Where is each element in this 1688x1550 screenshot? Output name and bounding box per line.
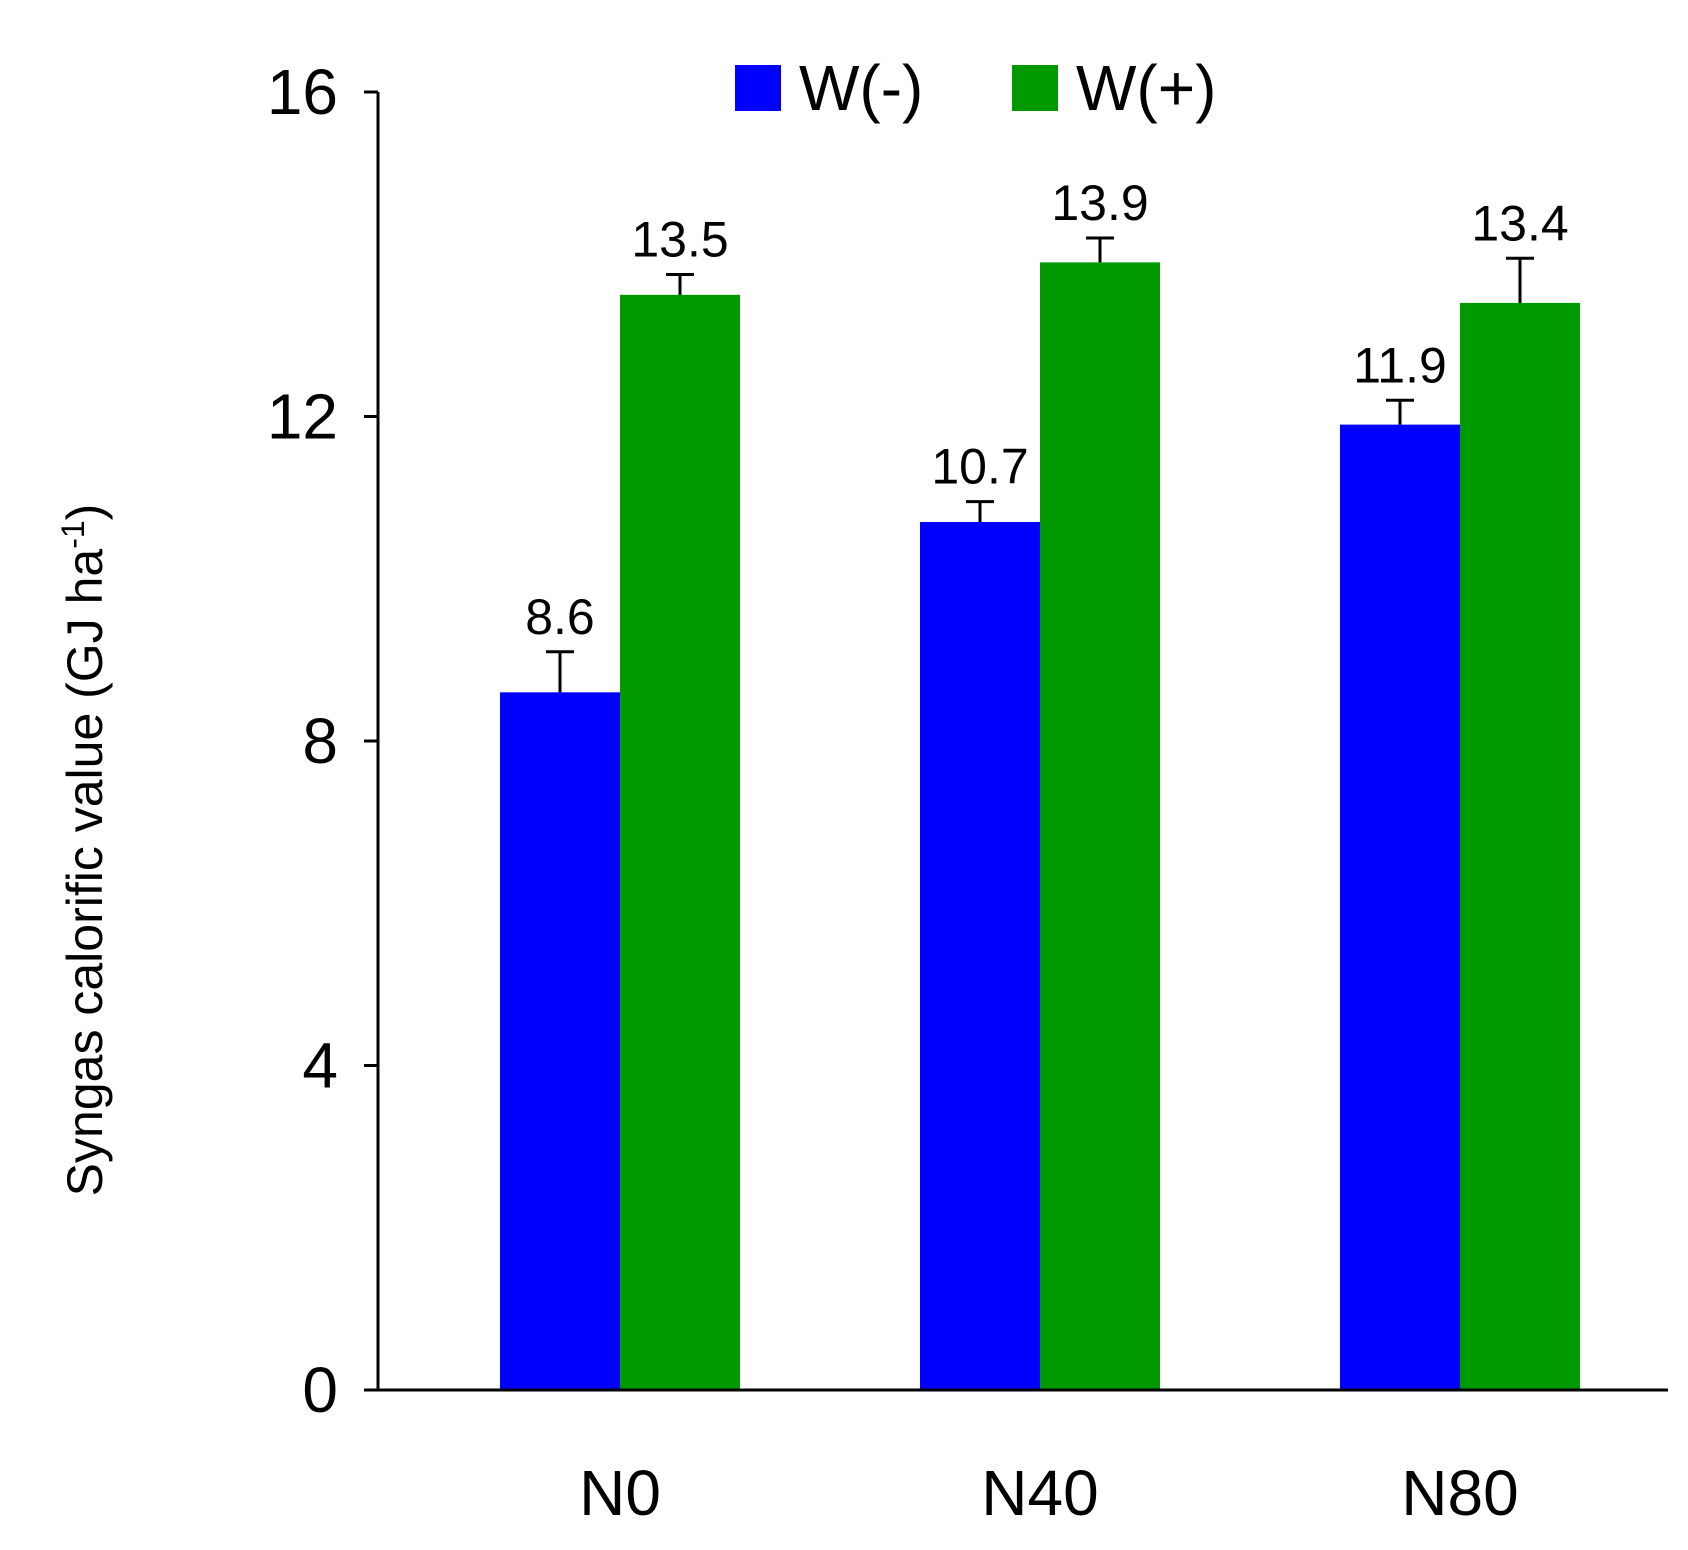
bar-w-minus	[500, 692, 620, 1390]
legend: W(-) W(+)	[735, 52, 1216, 124]
y-axis-title: Syngas calorific value (GJ ha-1)	[55, 504, 113, 1197]
bars-layer	[500, 262, 1580, 1390]
legend-label: W(+)	[1076, 52, 1216, 124]
data-labels-layer: 8.6 10.7 11.9 13.5 13.9 13.4	[525, 175, 1568, 645]
data-label: 13.4	[1471, 195, 1568, 251]
y-tick-label: 4	[302, 1030, 338, 1102]
bar-w-plus	[620, 294, 740, 1390]
x-category-label: N40	[981, 1457, 1098, 1529]
data-label: 13.9	[1051, 175, 1148, 231]
bar-w-minus	[920, 521, 1040, 1390]
x-category-label: N80	[1401, 1457, 1518, 1529]
legend-swatch	[1012, 65, 1058, 111]
error-bars-layer	[546, 236, 1534, 693]
data-label: 8.6	[525, 589, 595, 645]
legend-label: W(-)	[799, 52, 923, 124]
data-label: 11.9	[1353, 337, 1447, 393]
x-category-label: N0	[579, 1457, 661, 1529]
y-tick-label: 0	[302, 1354, 338, 1426]
data-label: 13.5	[631, 212, 728, 268]
y-tick-label: 12	[267, 381, 338, 453]
bar-w-minus	[1340, 424, 1460, 1390]
bar-w-plus	[1040, 262, 1160, 1390]
y-tick-label: 16	[267, 56, 338, 128]
axes-layer: 0 4 8 12 16 N0 N40 N80	[267, 56, 1668, 1529]
y-tick-label: 8	[302, 705, 338, 777]
bar-w-plus	[1460, 302, 1580, 1390]
legend-swatch	[735, 65, 781, 111]
data-label: 10.7	[931, 439, 1028, 495]
